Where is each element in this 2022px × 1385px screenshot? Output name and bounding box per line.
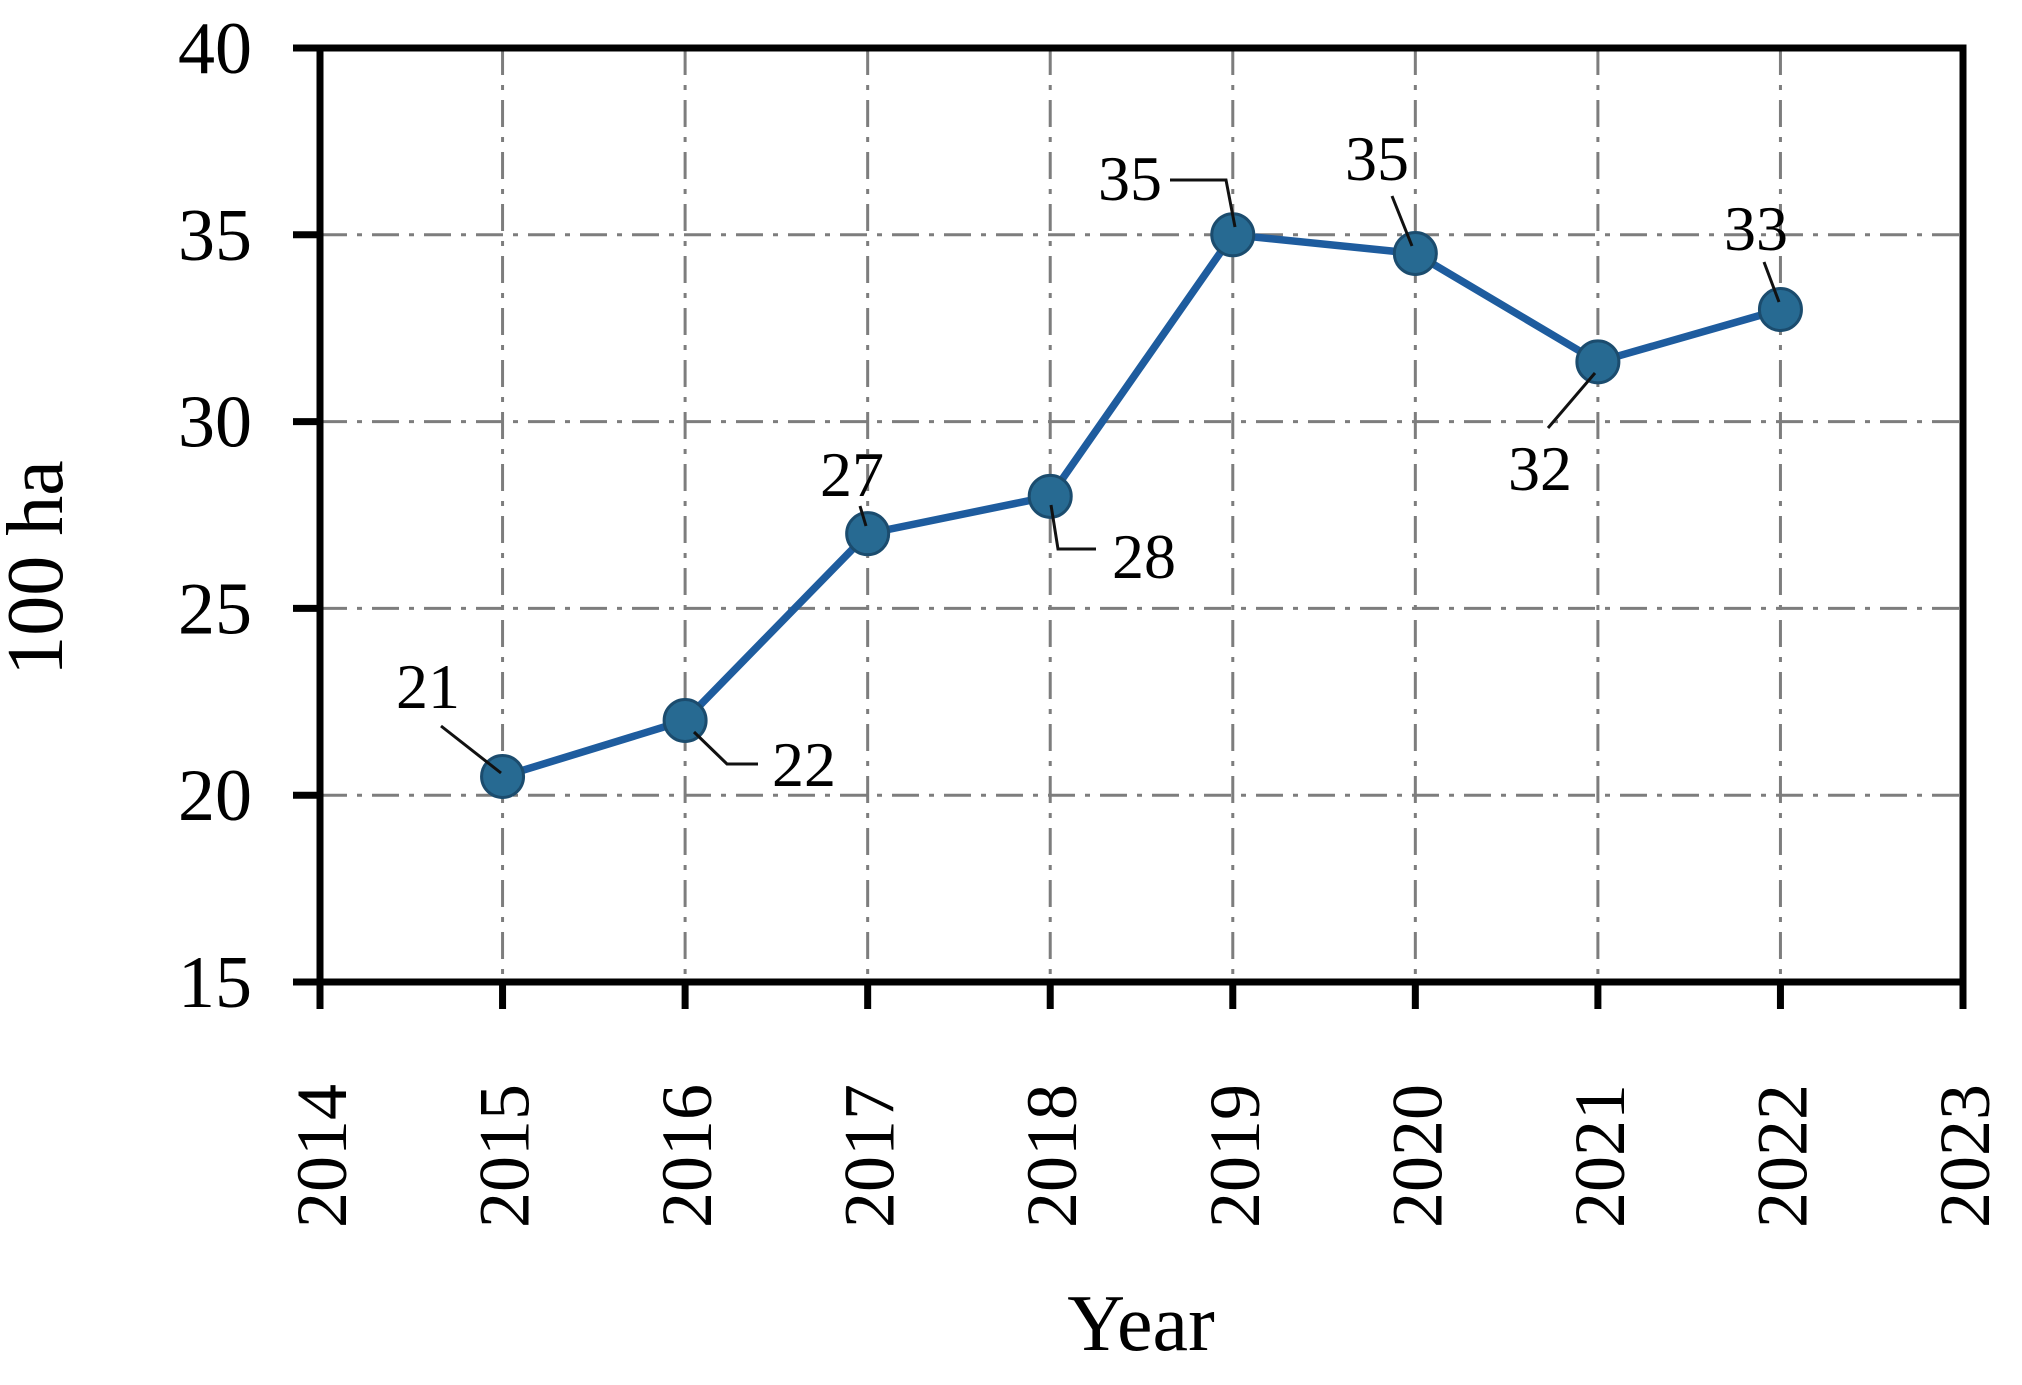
data-label-2015: 21 <box>396 651 460 722</box>
x-tick-label-2022: 2022 <box>1742 1084 1822 1228</box>
leader-line-2016 <box>692 730 758 766</box>
y-tick-label-20: 20 <box>178 755 252 837</box>
data-label-2022: 33 <box>1724 193 1788 264</box>
data-point-2018 <box>1027 473 1073 519</box>
data-point-2020 <box>1392 230 1438 276</box>
data-point-2022 <box>1757 287 1803 333</box>
leader-line-2018 <box>1049 504 1096 551</box>
grid-layer <box>320 48 1963 982</box>
leader-line-2020 <box>1390 195 1414 247</box>
x-tick-label-2016: 2016 <box>647 1084 727 1228</box>
x-tick-label-2019: 2019 <box>1195 1084 1275 1228</box>
y-tick-label-40: 40 <box>178 8 252 90</box>
x-tick-label-2023: 2023 <box>1925 1084 2005 1228</box>
data-label-2021: 32 <box>1508 433 1572 504</box>
data-label-2018: 28 <box>1112 521 1176 592</box>
x-tick-label-2018: 2018 <box>1012 1084 1092 1228</box>
x-tick-label-2014: 2014 <box>282 1084 362 1228</box>
leader-line-2021 <box>1546 372 1597 429</box>
y-tick-label-15: 15 <box>178 942 252 1024</box>
data-label-2017: 27 <box>820 439 884 510</box>
data-point-2016 <box>662 697 708 743</box>
leader-line-2017 <box>858 505 868 527</box>
data-point-2017 <box>845 511 891 557</box>
y-tick-label-25: 25 <box>178 568 252 650</box>
x-tick-label-2020: 2020 <box>1377 1084 1457 1228</box>
label-layer: 15 20 25 30 35 40 2014 2015 2016 2017 2018 2019 2020… <box>178 8 2005 1228</box>
data-line <box>498 231 1785 781</box>
data-label-2019: 35 <box>1098 143 1162 214</box>
x-tick-label-2015: 2015 <box>465 1084 545 1228</box>
x-axis-title: Year <box>1067 1280 1214 1368</box>
data-point-2021 <box>1575 339 1621 385</box>
y-tick-label-30: 30 <box>178 382 252 464</box>
y-tick-label-35: 35 <box>178 195 252 277</box>
series-layer <box>480 212 1803 800</box>
axis-layer <box>293 44 1967 1009</box>
x-tick-label-2021: 2021 <box>1560 1084 1640 1228</box>
y-axis-title: 100 ha <box>0 460 80 676</box>
leader-line-2015 <box>440 724 502 775</box>
leader-line-2022 <box>1762 261 1781 303</box>
leader-line-2019 <box>1170 178 1237 228</box>
x-tick-label-2017: 2017 <box>830 1084 910 1228</box>
plot-border <box>316 44 1967 986</box>
data-label-2016: 22 <box>772 729 836 800</box>
data-label-2020: 35 <box>1345 123 1409 194</box>
